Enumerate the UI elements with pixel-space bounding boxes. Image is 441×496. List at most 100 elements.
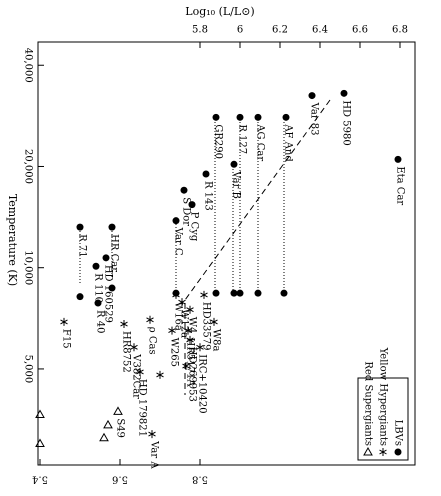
point <box>236 113 244 121</box>
point-label: HR5171A <box>185 338 196 388</box>
legend-marker <box>363 446 373 456</box>
point <box>186 335 194 344</box>
point <box>178 298 186 307</box>
point <box>108 223 116 231</box>
point-label: HD 179821 <box>137 379 148 437</box>
point-label: Eta Car <box>395 166 406 205</box>
point-label: ρ Cas <box>147 327 158 355</box>
point-label: AG Car <box>255 123 266 161</box>
point <box>230 289 238 297</box>
x-tick-label: 6.6 <box>352 25 368 36</box>
state-links <box>79 116 285 290</box>
point-label: R 40 <box>95 310 106 333</box>
point <box>99 432 109 442</box>
legend-marker <box>394 448 402 456</box>
plot-frame <box>37 41 416 466</box>
x-tick-label: 6 <box>237 25 243 36</box>
x-axis-title: Log₁₀ (L/L⊙) <box>185 5 254 18</box>
point-label: HD269953 <box>187 347 198 402</box>
point-label: HR8752 <box>121 331 132 373</box>
point <box>280 289 288 297</box>
legend-box <box>357 377 409 461</box>
point <box>136 367 144 376</box>
point <box>254 289 262 297</box>
point <box>94 299 102 307</box>
point <box>230 160 238 168</box>
point <box>196 343 204 352</box>
point-label: W8a <box>211 329 222 352</box>
x-tick-label: 6.8 <box>392 25 408 36</box>
point <box>76 223 84 231</box>
point-label: AF And <box>283 123 294 162</box>
x2-tick-label: 5.8 <box>192 474 208 485</box>
point <box>202 170 210 178</box>
y-axis-title: Temperature (K) <box>6 194 19 286</box>
boundary-line <box>184 99 331 395</box>
point <box>236 289 244 297</box>
point <box>148 430 156 439</box>
point <box>120 320 128 329</box>
x-tick-label: 5.8 <box>192 25 208 36</box>
point-label: IRC+10420 <box>197 354 208 413</box>
point <box>186 305 194 314</box>
point <box>35 438 45 448</box>
point <box>35 409 45 418</box>
point-label: W4 <box>187 317 198 334</box>
point <box>394 155 402 163</box>
point-label: Var B <box>231 170 242 199</box>
point <box>103 419 113 429</box>
point-label: Var C <box>173 227 184 256</box>
point-label: HD 5980 <box>341 100 352 145</box>
point <box>254 113 262 121</box>
point-label: V382Car <box>131 353 142 399</box>
point <box>172 290 180 299</box>
point <box>340 89 348 97</box>
x-tick-label: 6.4 <box>312 25 328 36</box>
point <box>130 343 138 352</box>
point-label: Var 83 <box>309 102 320 136</box>
point <box>212 289 220 297</box>
point-label: P Cyg <box>189 212 200 242</box>
point-label: HD 160529 <box>103 265 114 323</box>
point-label: S Dor <box>181 197 192 226</box>
point-label: R 143 <box>203 181 214 211</box>
point-label: W12a <box>179 309 190 338</box>
point <box>60 317 68 326</box>
point-label: F15 <box>61 329 72 349</box>
point <box>113 406 123 415</box>
point <box>200 290 208 299</box>
point <box>146 315 154 324</box>
point <box>180 186 188 194</box>
point <box>168 326 176 335</box>
legend-marker <box>379 448 387 456</box>
x-tick-label: 6.2 <box>272 25 288 36</box>
y-tick-label: 40,000 <box>23 48 34 83</box>
point <box>76 293 84 301</box>
legend-label: Yellow Hypergiants <box>378 347 389 446</box>
point-label: R 110 <box>93 273 104 303</box>
point-label: HR Car <box>109 234 120 272</box>
legend-label: Red Supergiants <box>363 361 374 446</box>
point <box>102 254 110 262</box>
point-label: R 127 <box>237 124 248 154</box>
point-label: GR290 <box>213 124 224 159</box>
point-label: W16a <box>173 302 184 331</box>
point-label: R 71 <box>77 234 88 257</box>
point <box>108 284 116 292</box>
point <box>92 262 100 270</box>
point <box>184 326 192 335</box>
y-tick-label: 10,000 <box>23 250 34 285</box>
point <box>172 217 180 225</box>
point <box>188 201 196 209</box>
x2-tick-label: 5.4 <box>32 474 48 485</box>
point-label: Var A <box>149 440 160 469</box>
point-label: S49 <box>115 418 126 438</box>
y-tick-label: 20,000 <box>23 149 34 184</box>
point <box>282 113 290 121</box>
point <box>212 113 220 121</box>
point <box>156 370 164 379</box>
y-tick-label: 5,000 <box>23 355 34 384</box>
legend-label: LBVs <box>393 420 404 446</box>
point-label: HD33579 <box>201 302 212 351</box>
